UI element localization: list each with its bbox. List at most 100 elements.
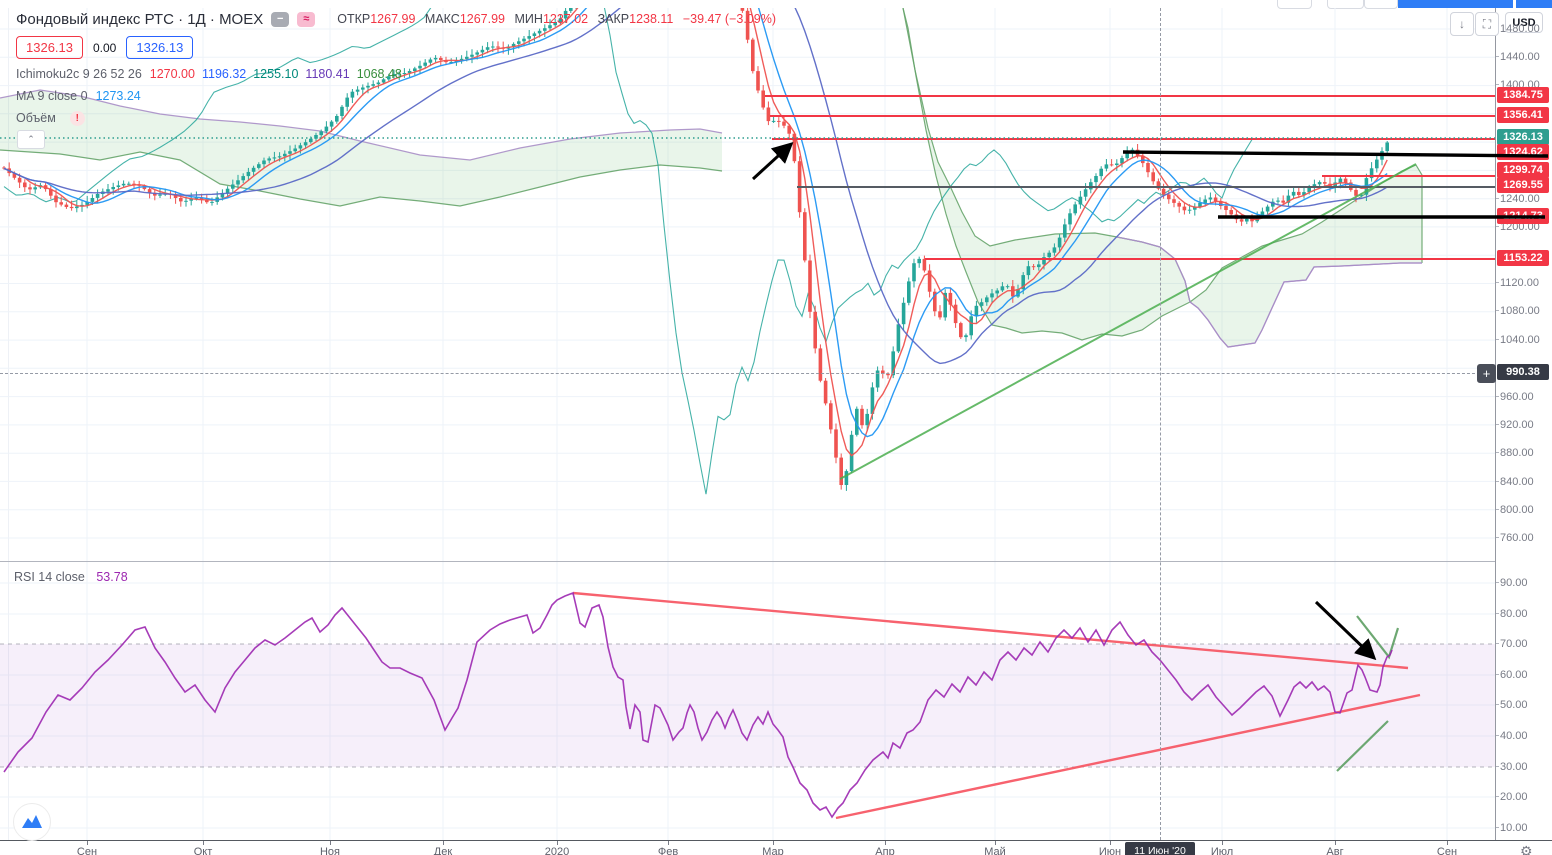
bid-box[interactable]: 1326.13 (16, 36, 83, 59)
time-axis-label: Июл (1210, 846, 1234, 855)
close-label: ЗАКР (597, 12, 630, 27)
open-value: 1267.99 (370, 12, 416, 27)
price-level-badge[interactable]: 1384.75 (1497, 87, 1549, 103)
price-scale-label: 90.00 (1496, 577, 1528, 589)
close-value: 1238.11 (629, 12, 674, 27)
ichimoku-values: 1270.00 1196.32 1255.10 1180.41 1068.48 (150, 68, 409, 81)
price-axis[interactable]: USD 1480.00 1440.00 1400.00 1240.00 1200.00 1… (1495, 8, 1552, 840)
price-scale-label: 80.00 (1496, 608, 1528, 620)
maximize-pane-button[interactable]: ⛶ (1475, 12, 1499, 36)
time-axis-tick (668, 841, 669, 845)
approx-icon[interactable]: ≈ (297, 12, 316, 27)
price-scale-label: 20.00 (1496, 791, 1528, 803)
price-scale-label: 70.00 (1496, 638, 1528, 650)
ask-box[interactable]: 1326.13 (126, 36, 194, 59)
time-axis-label: Ноя (319, 846, 341, 855)
currency-button[interactable]: USD (1505, 12, 1543, 33)
price-scale-label: 920.00 (1496, 419, 1534, 431)
price-scale-label: 40.00 (1496, 730, 1528, 742)
open-label: ОТКР (337, 12, 371, 27)
ma-label[interactable]: MA 9 close 0 (16, 88, 88, 103)
rsi-value: 53.78 (96, 570, 128, 584)
price-scale-label: 800.00 (1496, 504, 1534, 516)
frame-icon: ⛶ (1482, 16, 1492, 31)
price-level-badge[interactable]: 1356.41 (1497, 107, 1549, 123)
collapse-pane-button[interactable]: ⌃ (17, 130, 45, 149)
cut-toolbar-button[interactable] (1327, 0, 1364, 9)
time-axis-tick (203, 841, 204, 845)
arrow-down-icon: ↓ (1459, 17, 1465, 31)
price-scale-label: 760.00 (1496, 532, 1534, 544)
symbol-title[interactable]: Фондовый индекс РТС · 1Д · MOEX (16, 11, 264, 28)
ichimoku-value: 1068.48 (356, 67, 402, 81)
gear-icon[interactable]: ⚙ (1520, 843, 1533, 855)
tradingview-logo[interactable] (13, 803, 51, 841)
time-axis-tick (330, 841, 331, 845)
time-axis-tick (1447, 841, 1448, 845)
price-scale-label: 1200.00 (1496, 221, 1540, 233)
main-chart-canvas[interactable] (0, 8, 1495, 561)
publish-button-cut[interactable] (1398, 0, 1513, 8)
ichimoku-label[interactable]: Ichimoku2c 9 26 52 26 (16, 67, 142, 81)
mountain-logo-icon (22, 815, 42, 828)
time-axis-tick (443, 841, 444, 845)
time-axis-tick (995, 841, 996, 845)
top-toolbar-strip (0, 0, 1552, 9)
pane-separator[interactable] (0, 561, 1552, 562)
price-scale-label: 1440.00 (1496, 51, 1540, 63)
cut-toolbar-button[interactable] (1364, 0, 1398, 9)
price-level-badge[interactable]: 1326.13 (1497, 129, 1549, 145)
price-scale-label: 10.00 (1496, 822, 1528, 834)
publish-menu-button-cut[interactable] (1516, 0, 1552, 8)
price-scale-label: 1040.00 (1496, 334, 1540, 346)
price-scale-label: 1080.00 (1496, 305, 1540, 317)
time-axis-tick (87, 841, 88, 845)
low-value: 1237.02 (542, 12, 589, 27)
crosshair-horizontal-line (0, 373, 1495, 374)
price-level-badge[interactable]: 1269.55 (1497, 177, 1549, 193)
time-axis-label: Май (984, 846, 1006, 855)
time-axis-tick (885, 841, 886, 845)
high-value: 1267.99 (459, 12, 506, 27)
left-pane-border (8, 8, 9, 840)
price-level-badge[interactable]: 1153.22 (1497, 250, 1549, 266)
time-axis-label: Июн (1098, 846, 1122, 855)
time-axis-label: Апр (875, 846, 895, 855)
volume-warning-icon[interactable]: ! (69, 111, 85, 126)
price-scale-label: 60.00 (1496, 669, 1528, 681)
time-axis-label: Авг (1326, 846, 1344, 855)
ichimoku-value: 1180.41 (305, 67, 350, 81)
low-label: МИН (514, 12, 543, 27)
hide-indicator-icon[interactable]: − (271, 12, 290, 27)
ichimoku-value: 1270.00 (149, 67, 195, 81)
crosshair-vertical-line (1160, 8, 1161, 840)
cut-toolbar-button[interactable] (1277, 0, 1312, 9)
price-level-badge[interactable]: 990.38 (1497, 364, 1549, 380)
price-scale-label: 960.00 (1496, 391, 1534, 403)
time-axis-tick (557, 841, 558, 845)
ichimoku-value: 1196.32 (201, 67, 247, 81)
high-label: МАКС (424, 12, 460, 27)
time-axis-label: Сен (76, 846, 98, 855)
time-axis-tick (1222, 841, 1223, 845)
time-axis-tick (1110, 841, 1111, 845)
rsi-label[interactable]: RSI 14 close (14, 570, 85, 584)
time-axis-tick (773, 841, 774, 845)
time-axis-label: Дек (433, 846, 453, 855)
spread-value: 0.00 (93, 40, 117, 55)
time-axis[interactable]: Сен Окт Ноя Дек 2020 Фев Мар Апр Май Июн Июл Авг Сен… (0, 840, 1552, 855)
price-level-badge[interactable]: 1324.62 (1497, 144, 1549, 160)
price-level-badge[interactable]: 1214.73 (1497, 208, 1549, 224)
price-scale-label: 30.00 (1496, 761, 1528, 773)
scroll-to-recent-button[interactable]: ↓ (1450, 12, 1474, 36)
price-scale-label: 880.00 (1496, 447, 1534, 459)
chart-legend: Фондовый индекс РТС · 1Д · MOEX − ≈ ОТКР… (16, 12, 776, 135)
rsi-pane-canvas[interactable] (0, 562, 1495, 840)
change-value: −39.47 (−3.09%) (682, 12, 776, 27)
crosshair-add-alert-icon[interactable]: + (1477, 364, 1496, 383)
price-scale-label: 1480.00 (1496, 23, 1540, 35)
volume-label[interactable]: Объём (16, 111, 56, 126)
price-level-badge[interactable]: 1299.74 (1497, 162, 1549, 178)
price-scale-label: 1240.00 (1496, 193, 1540, 205)
time-axis-label: Сен (1436, 846, 1458, 855)
